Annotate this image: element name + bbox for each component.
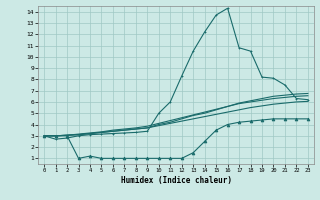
X-axis label: Humidex (Indice chaleur): Humidex (Indice chaleur) bbox=[121, 176, 231, 185]
